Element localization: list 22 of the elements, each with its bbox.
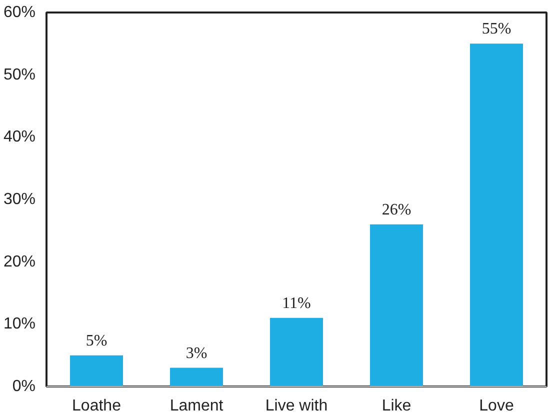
- bar: [470, 44, 523, 386]
- y-tick-label: 40%: [3, 128, 36, 146]
- data-label: 11%: [282, 294, 311, 312]
- y-tick-label: 60%: [3, 4, 36, 21]
- y-tick-label: 50%: [3, 66, 36, 84]
- bar: [370, 224, 423, 386]
- x-tick-label: Lament: [170, 398, 224, 414]
- x-tick-label: Love: [479, 398, 514, 414]
- bar: [70, 355, 123, 386]
- data-label: 55%: [482, 20, 512, 38]
- bar: [270, 318, 323, 386]
- x-tick-label: Live with: [265, 398, 328, 414]
- y-tick-label: 30%: [3, 191, 36, 208]
- y-tick-label: 20%: [3, 253, 36, 270]
- y-tick-label: 0%: [12, 378, 36, 395]
- y-tick-label: 10%: [3, 316, 36, 333]
- x-tick-label: Loathe: [72, 398, 122, 414]
- data-label: 5%: [86, 332, 108, 350]
- bar: [170, 368, 223, 386]
- data-label: 3%: [186, 344, 208, 362]
- data-label: 26%: [382, 201, 412, 218]
- x-tick-label: Like: [382, 398, 412, 414]
